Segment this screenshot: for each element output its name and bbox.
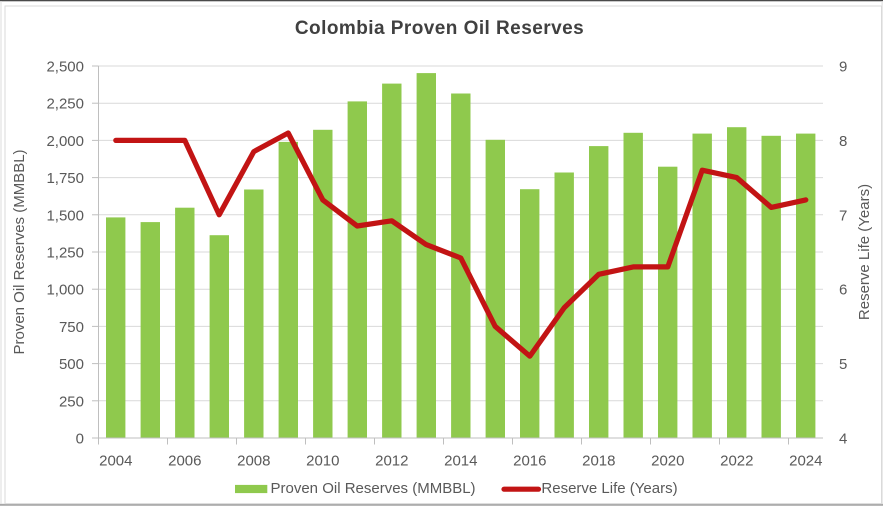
svg-text:Reserve Life (Years): Reserve Life (Years) [541,480,677,497]
svg-text:250: 250 [59,393,84,410]
svg-text:2014: 2014 [444,453,477,470]
svg-text:2016: 2016 [513,453,546,470]
svg-text:Proven Oil Reserves (MMBBL): Proven Oil Reserves (MMBBL) [11,149,28,354]
svg-text:2018: 2018 [582,453,615,470]
svg-text:1,500: 1,500 [46,207,84,224]
svg-text:1,750: 1,750 [46,170,84,187]
svg-text:1,250: 1,250 [46,245,84,262]
svg-text:Reserve Life (Years): Reserve Life (Years) [856,184,873,320]
svg-text:2020: 2020 [651,453,684,470]
svg-text:9: 9 [839,59,847,76]
svg-text:5: 5 [839,356,847,373]
svg-text:2010: 2010 [306,453,339,470]
svg-text:2,500: 2,500 [46,59,84,76]
svg-text:2,000: 2,000 [46,133,84,150]
svg-text:Proven Oil Reserves (MMBBL): Proven Oil Reserves (MMBBL) [271,480,476,497]
svg-text:8: 8 [839,133,847,150]
svg-text:2004: 2004 [99,453,132,470]
svg-text:2,250: 2,250 [46,96,84,113]
svg-text:0: 0 [76,431,84,448]
svg-text:750: 750 [59,319,84,336]
svg-text:4: 4 [839,431,847,448]
svg-text:Colombia Proven Oil Reserves: Colombia Proven Oil Reserves [295,18,584,39]
svg-text:2012: 2012 [375,453,408,470]
svg-text:6: 6 [839,282,847,299]
svg-text:500: 500 [59,356,84,373]
svg-text:2006: 2006 [168,453,201,470]
svg-text:7: 7 [839,207,847,224]
svg-text:2022: 2022 [720,453,753,470]
svg-text:1,000: 1,000 [46,282,84,299]
svg-text:2024: 2024 [789,453,822,470]
svg-text:2008: 2008 [237,453,270,470]
